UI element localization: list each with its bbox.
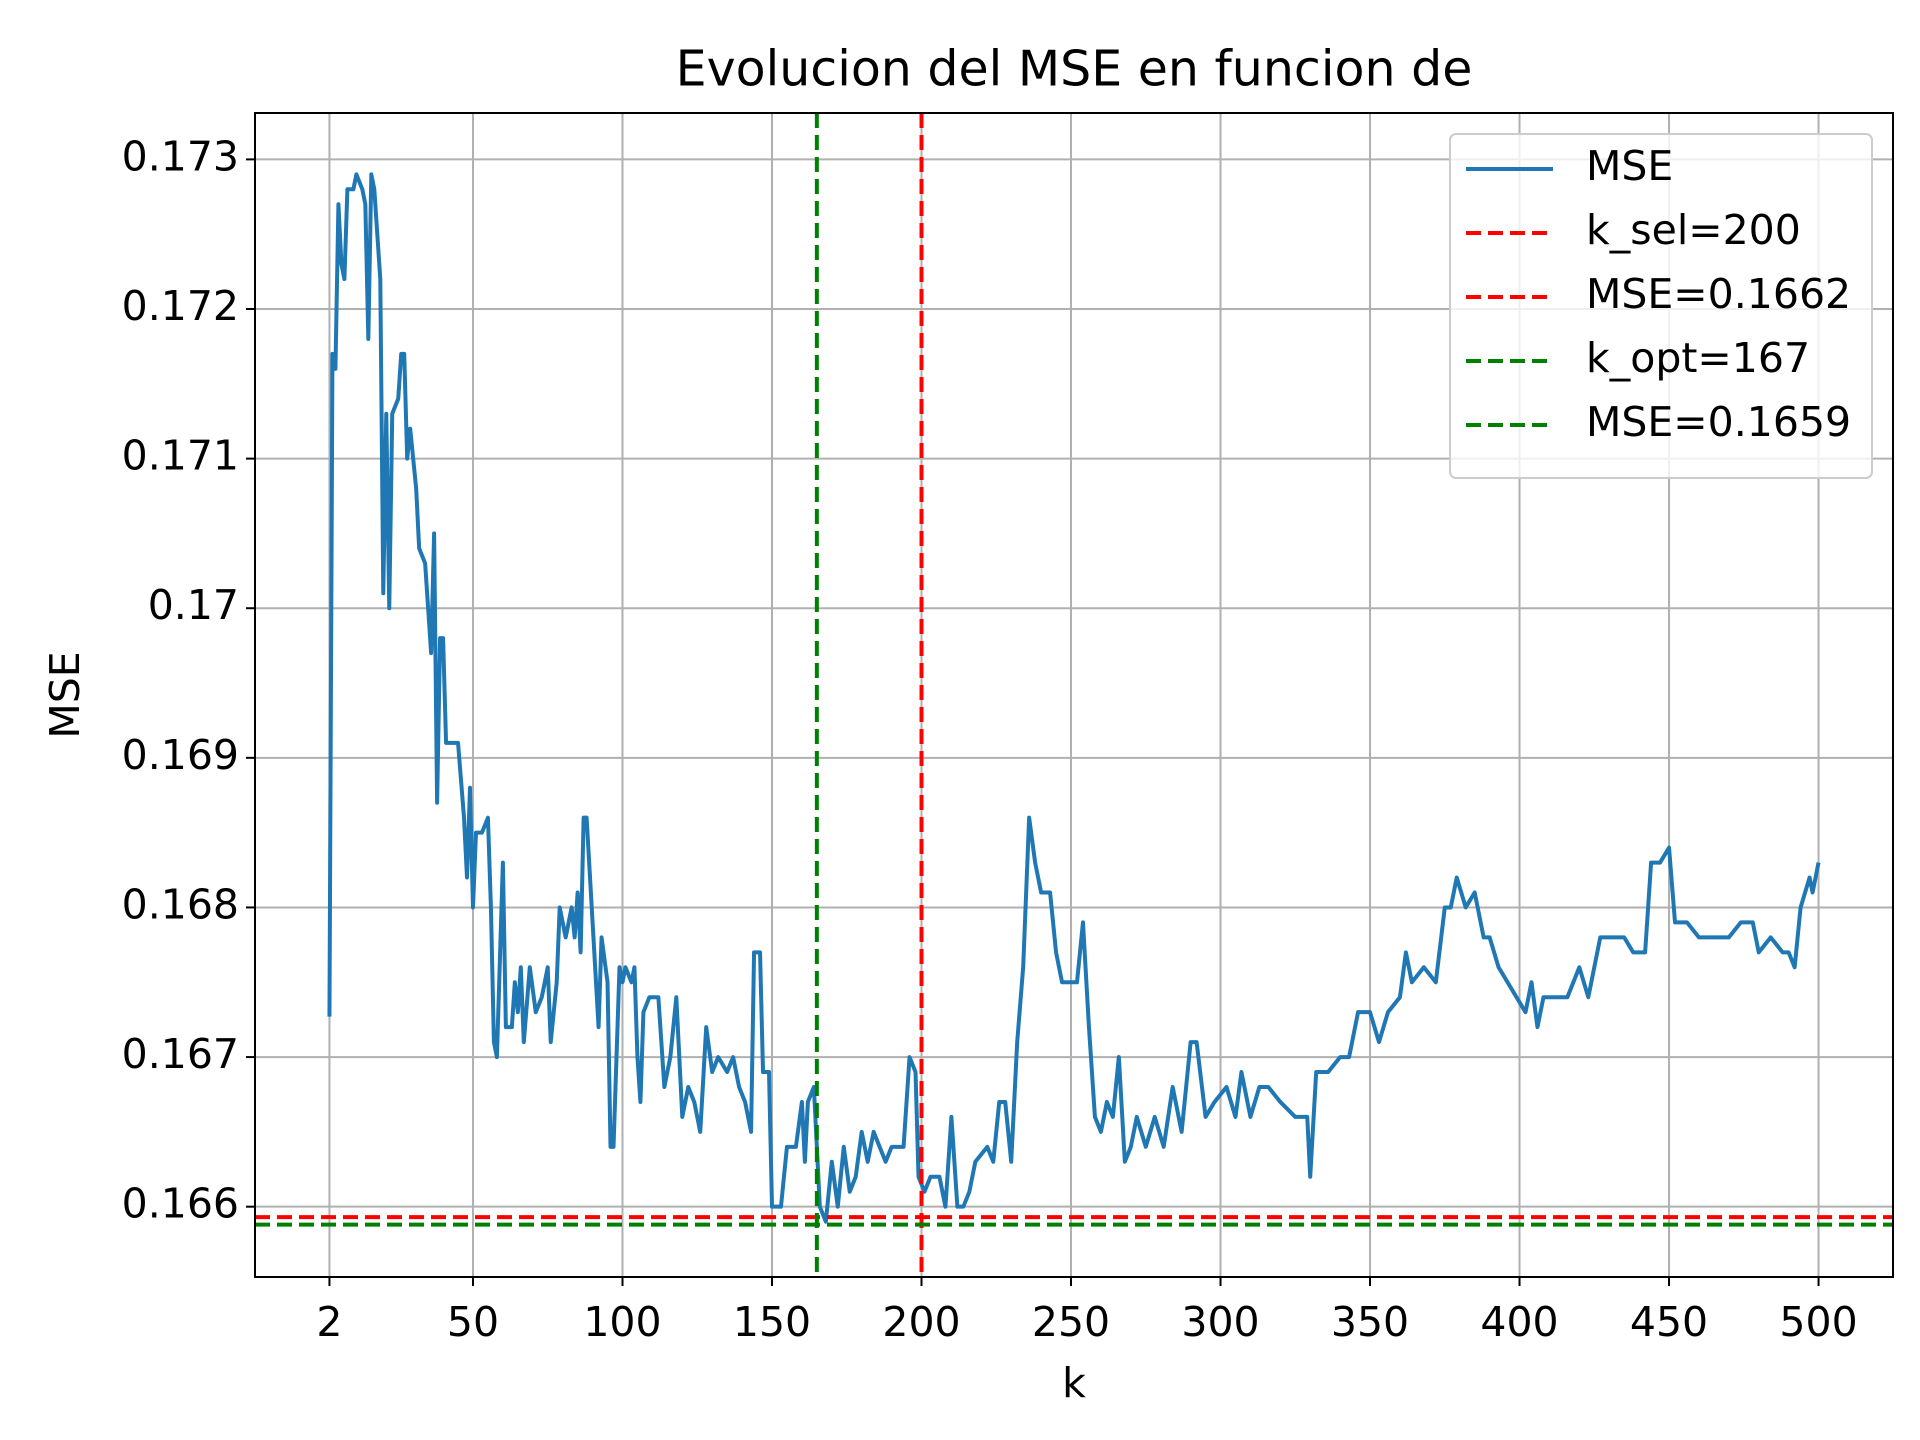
x-tick-label: 100 — [583, 1298, 661, 1346]
y-tick-label: 0.17 — [148, 581, 239, 629]
y-tick-label: 0.167 — [122, 1030, 239, 1078]
x-tick-label: 150 — [733, 1298, 811, 1346]
x-tick-label: 50 — [447, 1298, 499, 1346]
x-tick-label: 200 — [882, 1298, 960, 1346]
x-tick-label: 2 — [316, 1298, 342, 1346]
legend-label: MSE=0.1662 — [1586, 270, 1851, 318]
x-tick-label: 450 — [1630, 1298, 1708, 1346]
legend-label: k_opt=167 — [1586, 334, 1810, 382]
y-tick-label: 0.169 — [122, 731, 239, 779]
y-tick-label: 0.171 — [122, 432, 239, 480]
y-tick-label: 0.166 — [122, 1180, 239, 1228]
y-axis-label: MSE — [41, 651, 89, 738]
x-tick-label: 500 — [1779, 1298, 1857, 1346]
x-tick-label: 250 — [1032, 1298, 1110, 1346]
x-axis-label: k — [1062, 1359, 1086, 1407]
x-tick-label: 300 — [1181, 1298, 1259, 1346]
chart-title: Evolucion del MSE en funcion de — [676, 41, 1473, 98]
x-tick-label: 350 — [1331, 1298, 1409, 1346]
y-tick-label: 0.172 — [122, 282, 239, 330]
x-tick-label: 400 — [1480, 1298, 1558, 1346]
legend-label: MSE=0.1659 — [1586, 398, 1851, 446]
legend-label: MSE — [1586, 142, 1673, 190]
legend-label: k_sel=200 — [1586, 206, 1801, 254]
y-tick-label: 0.173 — [122, 132, 239, 180]
y-tick-label: 0.168 — [122, 880, 239, 928]
plot-frame — [254, 112, 1894, 1278]
data-line — [327, 172, 1821, 1224]
legend-box — [1449, 133, 1873, 479]
